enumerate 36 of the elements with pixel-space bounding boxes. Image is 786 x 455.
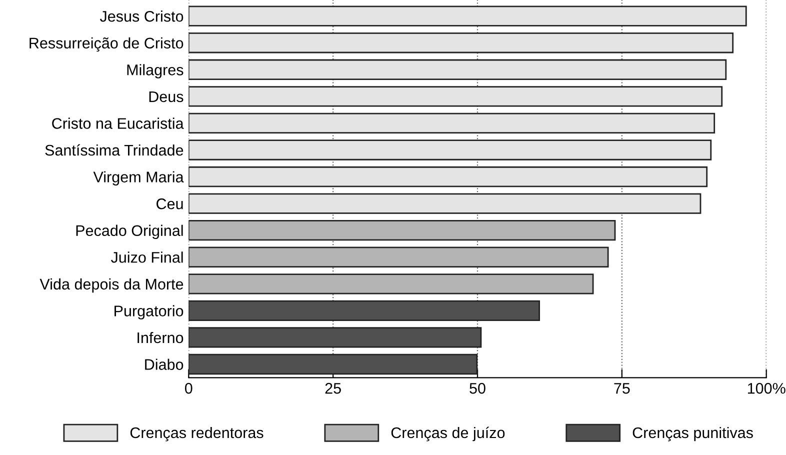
y-tick-label: Juizo Final xyxy=(110,252,183,263)
bar xyxy=(188,59,727,80)
y-tick-label: Cristo na Eucaristia xyxy=(52,118,184,129)
y-tick-label: Santíssima Trindade xyxy=(45,144,184,156)
y-tick-label: Vida depois da Morte xyxy=(40,278,184,293)
y-tick-label: Virgem Maria xyxy=(93,171,184,186)
bar xyxy=(188,166,708,188)
bar xyxy=(188,112,716,134)
legend-label: Crenças redentoras xyxy=(130,426,264,442)
bar xyxy=(188,6,747,26)
x-tick-label: 0 xyxy=(184,382,192,394)
y-tick-label: Milagres xyxy=(127,64,184,78)
bar xyxy=(188,274,594,294)
y-tick-label: Ressurreição de Cristo xyxy=(30,37,184,52)
legend-label: Crenças punitivas xyxy=(632,426,753,442)
bar xyxy=(188,32,734,54)
x-tick-label: 100% xyxy=(748,382,786,394)
bar xyxy=(188,140,712,160)
y-tick-label: Inferno xyxy=(138,332,184,344)
y-tick-label: Purgatorio xyxy=(114,305,184,320)
bar xyxy=(188,220,616,241)
y-tick-label: Jesus Cristo xyxy=(100,10,184,22)
bar xyxy=(188,193,702,214)
bar xyxy=(188,354,478,375)
bar xyxy=(188,300,540,322)
y-tick-label: Deus xyxy=(149,91,184,102)
x-tick-label: 25 xyxy=(325,382,341,394)
x-tick-label: 50 xyxy=(470,382,486,394)
bar xyxy=(188,327,482,348)
x-tick-label: 75 xyxy=(614,383,630,394)
bar xyxy=(188,86,723,107)
legend-label: Crenças de juízo xyxy=(391,426,505,442)
y-tick-label: Pecado Original xyxy=(76,224,183,240)
bar xyxy=(188,246,609,268)
y-tick-label: Diabo xyxy=(145,358,184,370)
y-tick-label: Ceu xyxy=(156,198,183,210)
